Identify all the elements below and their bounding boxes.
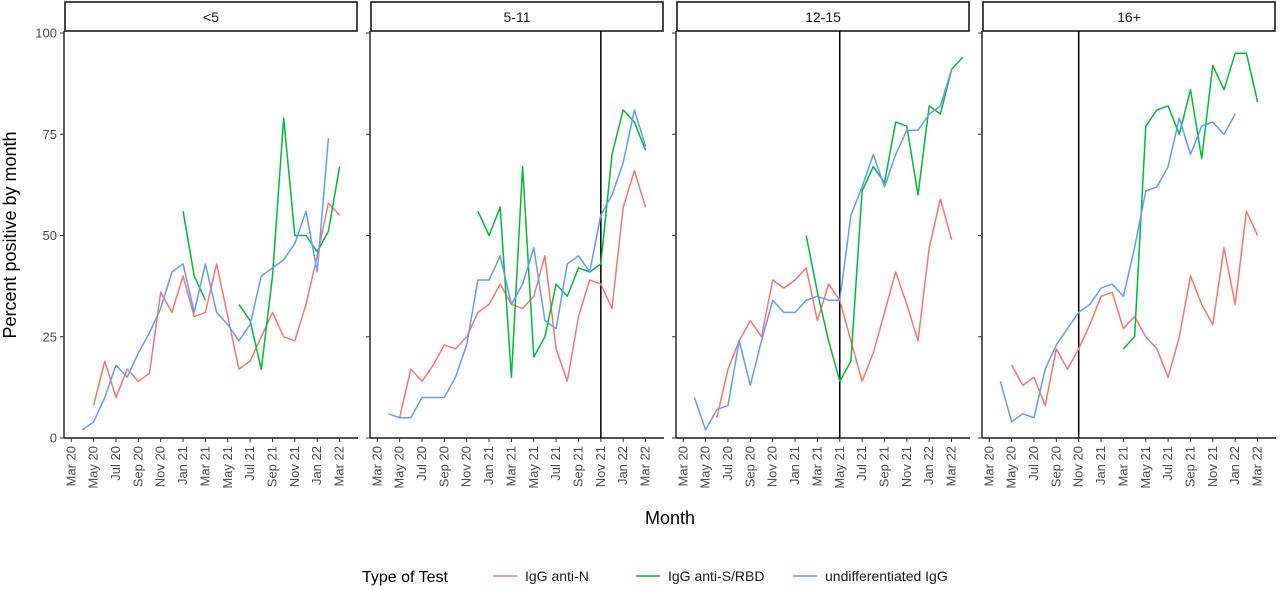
y-tick-label: 0 <box>50 431 57 446</box>
x-tick-label: Nov 20 <box>153 446 168 487</box>
legend-item-label: IgG anti-N <box>525 568 589 584</box>
x-tick-label: Nov 20 <box>459 446 474 487</box>
y-tick-label: 50 <box>43 228 57 243</box>
x-tick-label: Jul 21 <box>548 446 563 481</box>
facet-strip <box>982 1 1276 32</box>
legend: Type of Test IgG anti-N IgG anti-S/RBD und… <box>362 568 948 586</box>
x-tick-label: Nov 21 <box>899 446 914 487</box>
x-tick-label: Nov 21 <box>593 446 608 487</box>
facet-strip-label: <5 <box>203 9 219 25</box>
x-tick-label: Mar 22 <box>332 446 347 486</box>
x-tick-label: Jul 20 <box>414 446 429 481</box>
x-tick-label: Nov 20 <box>765 446 780 487</box>
legend-item-label: IgG anti-S/RBD <box>668 568 764 584</box>
x-tick-label: Jan 21 <box>1093 446 1108 485</box>
x-tick-label: Jan 22 <box>921 446 936 485</box>
x-tick-label: May 21 <box>1138 446 1153 489</box>
facet-strip <box>64 1 358 32</box>
x-axis-title: Month <box>645 508 695 528</box>
x-tick-label: Jul 21 <box>1160 446 1175 481</box>
x-tick-label: Jan 21 <box>787 446 802 485</box>
y-tick-label: 25 <box>43 329 57 344</box>
x-tick-label: Sep 21 <box>570 446 585 487</box>
y-axis-title: Percent positive by month <box>0 131 20 338</box>
x-tick-label: Sep 20 <box>1048 446 1063 487</box>
x-tick-label: Mar 21 <box>1115 446 1130 486</box>
x-tick-label: Mar 20 <box>63 446 78 486</box>
facet-panel: 16+ Mar 20 May 20 Jul 20 Sep 20 Nov 20 Jan 21 M… <box>978 1 1276 489</box>
x-tick-label: May 21 <box>526 446 541 489</box>
series-line <box>1122 52 1259 350</box>
y-tick-label: 100 <box>35 26 57 41</box>
x-tick-label: Sep 20 <box>436 446 451 487</box>
series-line <box>1010 210 1259 407</box>
x-tick-label: Jul 20 <box>108 446 123 481</box>
legend-item-label: undifferentiated IgG <box>825 568 948 584</box>
x-tick-label: Nov 21 <box>1205 446 1220 487</box>
y-tick-label: 75 <box>43 127 57 142</box>
x-tick-label: Jul 20 <box>1026 446 1041 481</box>
series-line <box>716 198 953 418</box>
x-tick-label: Mar 20 <box>981 446 996 486</box>
x-tick-label: May 21 <box>220 446 235 489</box>
series-line <box>238 117 341 370</box>
x-tick-label: Nov 20 <box>1071 446 1086 487</box>
x-tick-label: Jan 22 <box>615 446 630 485</box>
x-tick-label: Jul 21 <box>242 446 257 481</box>
facet-strip-label: 12-15 <box>805 9 841 25</box>
x-tick-label: Jan 22 <box>309 446 324 485</box>
facet-panel: 12-15 Mar 20 May 20 Jul 20 Sep 20 Nov 20 Jan 2… <box>672 1 970 489</box>
facet-strip-label: 16+ <box>1117 9 1141 25</box>
series-line <box>477 109 647 379</box>
series-line <box>398 169 647 418</box>
x-tick-label: May 20 <box>392 446 407 489</box>
x-tick-label: Nov 21 <box>287 446 302 487</box>
x-tick-label: May 20 <box>86 446 101 489</box>
x-tick-label: May 20 <box>1004 446 1019 489</box>
series-line <box>388 109 647 419</box>
facet-panel: <5 0 25 50 75 100 Mar 20 May 20 Jul 20 Sep 20 Nov … <box>35 1 358 489</box>
series-line <box>693 69 953 431</box>
x-tick-label: Sep 21 <box>876 446 891 487</box>
facet-strip <box>676 1 970 32</box>
facet-strip <box>370 1 664 32</box>
x-tick-label: Mar 21 <box>197 446 212 486</box>
facet-strip-label: 5-11 <box>504 9 531 25</box>
x-tick-label: Mar 20 <box>369 446 384 486</box>
x-tick-label: Mar 22 <box>1250 446 1265 486</box>
x-tick-label: Jan 21 <box>481 446 496 485</box>
x-tick-label: Mar 21 <box>809 446 824 486</box>
x-tick-label: Jan 22 <box>1227 446 1242 485</box>
x-tick-label: Mar 21 <box>503 446 518 486</box>
series-line <box>182 211 207 301</box>
x-tick-label: Jul 21 <box>854 446 869 481</box>
series-line <box>999 113 1236 423</box>
facet-panel: 5-11 Mar 20 May 20 Jul 20 Sep 20 Nov 20 Jan 21… <box>366 1 664 489</box>
x-tick-label: Mar 22 <box>638 446 653 486</box>
series-line <box>81 138 330 431</box>
x-tick-label: May 20 <box>698 446 713 489</box>
x-tick-label: Sep 21 <box>264 446 279 487</box>
x-tick-label: Sep 20 <box>130 446 145 487</box>
x-tick-label: Sep 21 <box>1182 446 1197 487</box>
legend-title: Type of Test <box>362 569 449 586</box>
panels-layer: <5 0 25 50 75 100 Mar 20 May 20 Jul 20 Sep 20 Nov … <box>35 1 1276 489</box>
x-tick-label: Jan 21 <box>175 446 190 485</box>
series-line <box>805 56 964 383</box>
x-tick-label: Mar 20 <box>675 446 690 486</box>
x-tick-label: Sep 20 <box>742 446 757 487</box>
x-tick-label: Mar 22 <box>944 446 959 486</box>
x-tick-label: Jul 20 <box>720 446 735 481</box>
series-line <box>92 202 341 406</box>
x-tick-label: May 21 <box>832 446 847 489</box>
